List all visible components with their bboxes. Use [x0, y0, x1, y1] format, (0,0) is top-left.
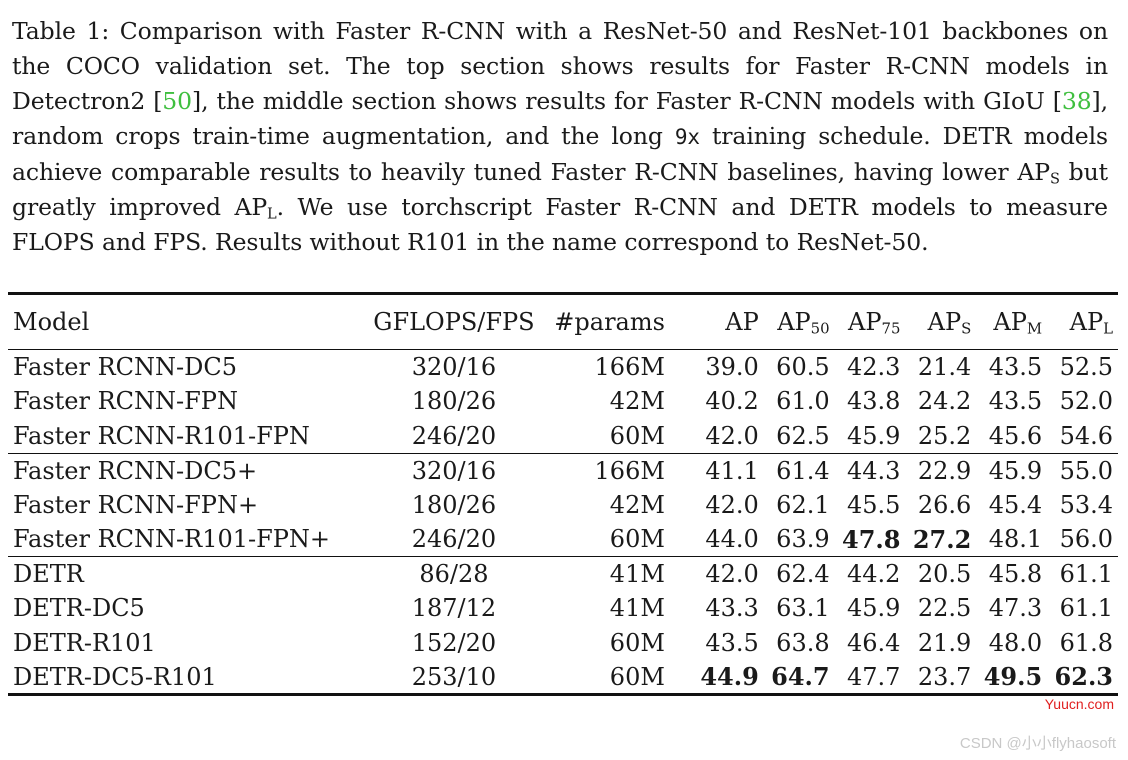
table-row: DETR-DC5-R101 253/10 60M 44.9 64.7 47.7 …	[8, 660, 1118, 696]
table-row: Faster RCNN-FPN+ 180/26 42M 42.0 62.1 45…	[13, 490, 1113, 519]
site-watermark: Yuucn.com	[1044, 696, 1114, 712]
table-row: DETR-R101 152/20 60M 43.5 63.8 46.4 21.9…	[13, 628, 1113, 657]
table-row: Faster RCNN-DC5 320/16 166M 39.0 60.5 42…	[13, 353, 1113, 381]
table-row: Faster RCNN-R101-FPN 246/20 60M 42.0 62.…	[13, 421, 1113, 450]
header-gflops-fps: GFLOPS/FPS	[373, 308, 535, 336]
header-apm: APM	[993, 308, 1043, 338]
table-row: Faster RCNN-FPN 180/26 42M 40.2 61.0 43.…	[13, 387, 1113, 416]
schedule-code: 9x	[674, 125, 700, 149]
header-ap50: AP50	[777, 308, 830, 338]
results-table: Model GFLOPS/FPS #params AP AP50 AP75 AP…	[8, 292, 1118, 696]
header-ap75: AP75	[848, 308, 901, 338]
header-model: Model	[13, 308, 90, 336]
citation-link-38[interactable]: 38	[1061, 87, 1092, 115]
table-row: Faster RCNN-DC5+ 320/16 166M 41.1 61.4 4…	[8, 452, 1118, 488]
table-row: DETR-DC5 187/12 41M 43.3 63.1 45.9 22.5 …	[13, 594, 1113, 623]
table-row: DETR 86/28 41M 42.0 62.4 44.2 20.5 45.8 …	[8, 556, 1118, 591]
header-params: #params	[554, 308, 665, 336]
csdn-watermark: CSDN @小小flyhaosoft	[959, 735, 1116, 752]
table-header-row: Model GFLOPS/FPS #params AP AP50 AP75 AP…	[8, 293, 1118, 350]
header-apl: APL	[1069, 308, 1113, 338]
header-ap: AP	[725, 308, 759, 336]
citation-link-50[interactable]: 50	[162, 87, 192, 115]
header-aps: APS	[927, 308, 972, 338]
table-caption: Table 1: Comparison with Faster R-CNN wi…	[12, 17, 1108, 256]
table-row: Faster RCNN-R101-FPN+ 246/20 60M 44.0 63…	[13, 524, 1113, 554]
